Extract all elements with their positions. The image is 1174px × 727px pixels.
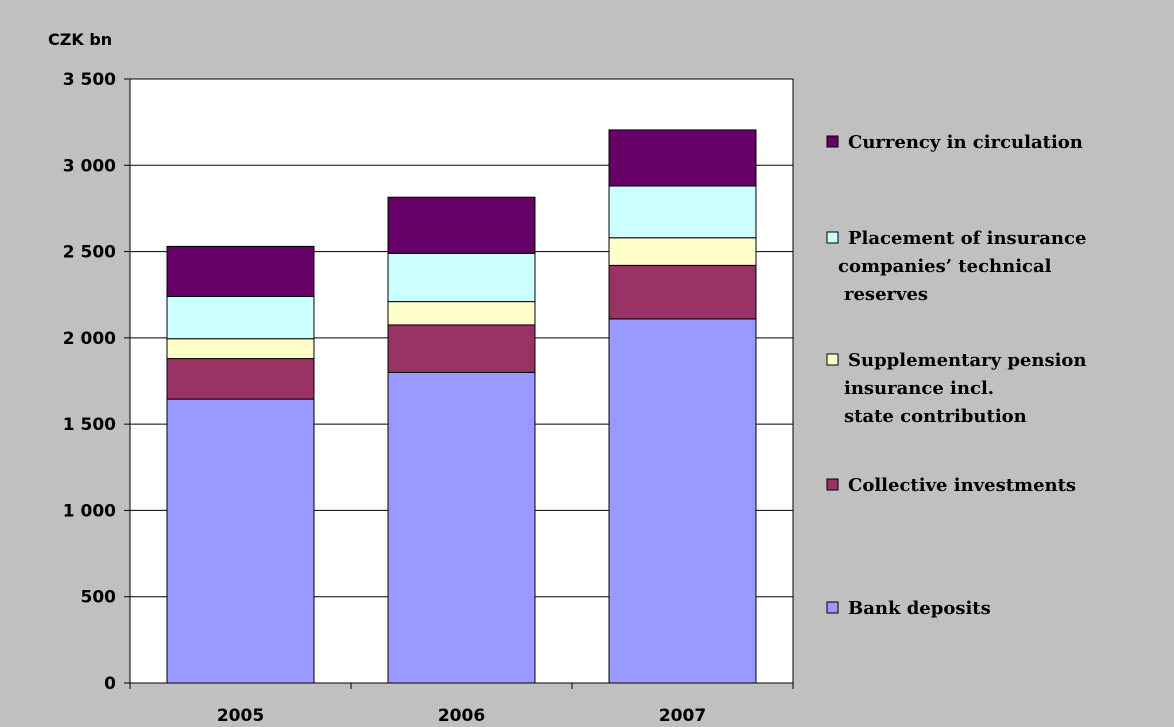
bar-2006-series-2	[387, 301, 536, 326]
y-tick-label-6: 3 000	[63, 156, 116, 176]
bar-2007-series-1	[608, 264, 757, 320]
bar-2007-series-2	[608, 237, 757, 266]
bar-2007-series-4	[608, 129, 757, 187]
legend-label-2-line-1: insurance incl.	[844, 378, 994, 399]
legend-label-1-line-1: companies’ technical	[838, 256, 1052, 277]
bar-2005-series-0	[166, 398, 315, 684]
legend-label-2-line-0: Supplementary pension	[848, 350, 1087, 371]
y-tick-label-4: 2 000	[63, 329, 116, 349]
legend-label-4-line-0: Bank deposits	[848, 598, 991, 619]
y-tick-label-3: 1 500	[63, 415, 116, 435]
bar-2006-series-4	[387, 196, 536, 254]
bar-2005-series-1	[166, 358, 315, 400]
bars	[166, 129, 757, 684]
y-tick-label-2: 1 000	[63, 501, 116, 521]
x-tick-label-2: 2007	[659, 706, 706, 726]
y-unit-label: CZK bn	[48, 30, 112, 49]
x-tick-label-0: 2005	[217, 706, 264, 726]
legend-label-3-line-0: Collective investments	[848, 475, 1076, 496]
x-axis-ticks: 2005 2006 2007	[217, 706, 706, 726]
bar-2005-series-3	[166, 295, 315, 340]
bar-2007-series-0	[608, 318, 757, 684]
bar-2006-series-1	[387, 324, 536, 373]
legend-swatch-2	[826, 353, 839, 366]
y-axis-ticks: 0 500 1 000 1 500 2 000 2 500 3 000 3 500	[63, 70, 116, 694]
legend-swatch-0	[826, 135, 839, 148]
y-tick-label-5: 2 500	[63, 243, 116, 263]
legend: Currency in circulation Placement of insu…	[826, 132, 1087, 619]
legend-swatch-4	[826, 601, 839, 614]
bar-2006-series-3	[387, 252, 536, 303]
y-tick-label-1: 500	[81, 588, 117, 608]
legend-label-1-line-0: Placement of insurance	[848, 228, 1086, 249]
legend-swatch-3	[826, 478, 839, 491]
y-tick-label-0: 0	[104, 674, 116, 694]
bar-2005-series-4	[166, 245, 315, 297]
legend-label-0-line-0: Currency in circulation	[848, 132, 1083, 153]
axes	[124, 78, 794, 689]
legend-swatch-1	[826, 231, 839, 244]
bar-2007-series-3	[608, 185, 757, 239]
legend-label-1-line-2: reserves	[844, 284, 928, 305]
x-tick-label-1: 2006	[438, 706, 485, 726]
bar-2005-series-2	[166, 338, 315, 360]
legend-label-2-line-2: state contribution	[844, 406, 1027, 427]
bar-2006-series-0	[387, 371, 536, 684]
y-tick-label-7: 3 500	[63, 70, 116, 90]
